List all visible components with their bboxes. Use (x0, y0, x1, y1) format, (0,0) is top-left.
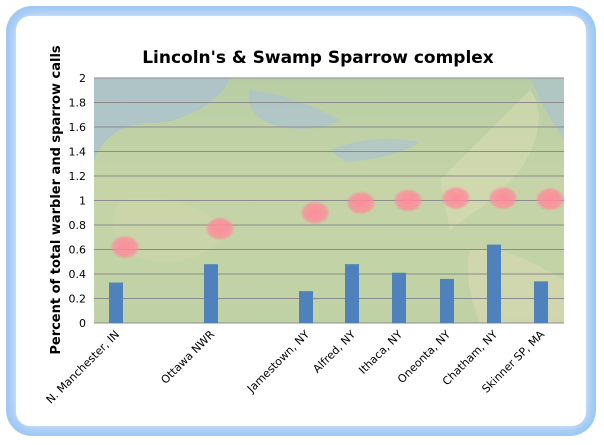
marker-point (205, 216, 235, 241)
x-category-label: Ottawa NWR (158, 328, 217, 387)
bars (109, 244, 548, 323)
bar (440, 278, 454, 323)
bar (345, 264, 359, 323)
y-tick-label: 1.8 (69, 97, 87, 110)
y-axis-label: Percent of total warbler and sparrow cal… (49, 45, 64, 355)
marker-point (441, 186, 471, 211)
pink-markers (110, 186, 565, 260)
y-tick-label: 0.2 (69, 293, 87, 306)
bar (392, 272, 406, 323)
marker-point (110, 235, 140, 260)
marker-point (346, 190, 376, 215)
y-tick-label: 1.6 (69, 121, 87, 134)
marker-point (488, 186, 518, 211)
y-tick-label: 1.4 (69, 146, 87, 159)
y-tick-label: 0.8 (69, 219, 87, 232)
chart-title: Lincoln's & Swamp Sparrow complex (142, 48, 494, 68)
x-axis-categories: N. Manchester, IN Ottawa NWR Jamestown, NY… (44, 328, 548, 407)
bar (299, 291, 313, 323)
bar (204, 264, 218, 323)
bar (534, 281, 548, 323)
marker-point (535, 187, 565, 212)
y-tick-label: 0 (79, 317, 86, 330)
y-tick-label: 1 (79, 195, 86, 208)
marker-point (393, 188, 423, 213)
x-category-label: Alfred, NY (310, 328, 358, 376)
bar (487, 244, 501, 323)
y-tick-label: 0.4 (69, 268, 87, 281)
y-tick-label: 0.6 (69, 244, 87, 257)
y-axis-ticks: 0 0.2 0.4 0.6 0.8 1 1.2 1.4 1.6 1.8 2 (69, 72, 87, 330)
y-tick-label: 2 (79, 72, 86, 85)
gridlines (94, 77, 564, 324)
x-category-label: Ithaca, NY (356, 328, 405, 377)
x-category-label: Jamestown, NY (244, 328, 312, 396)
bar (109, 282, 123, 323)
y-tick-label: 1.2 (69, 170, 87, 183)
marker-point (300, 200, 330, 225)
